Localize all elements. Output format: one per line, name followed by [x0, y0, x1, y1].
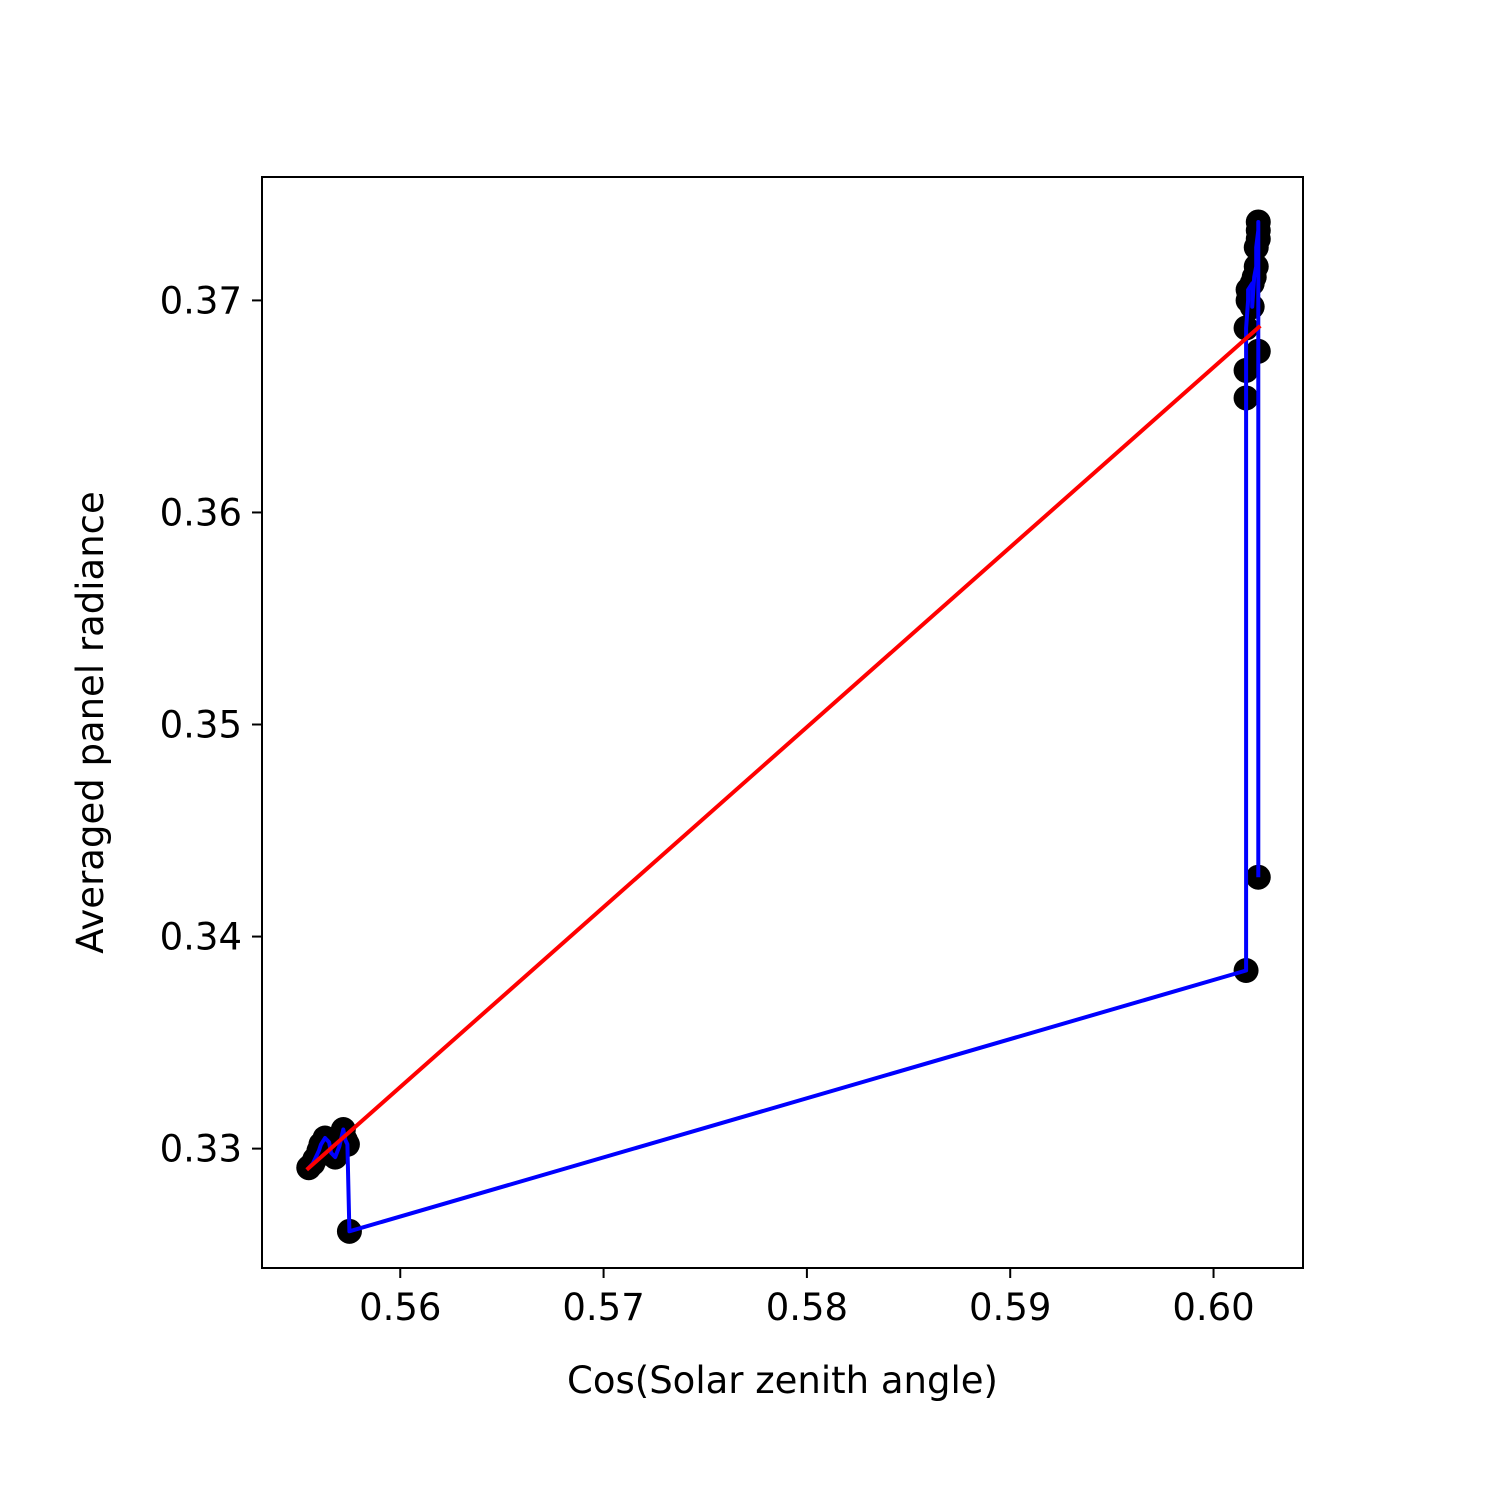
y-tick-label: 0.33	[160, 1128, 242, 1171]
x-tick-label: 0.59	[969, 1286, 1051, 1329]
x-axis-ticks: 0.56 0.57 0.58 0.59 0.60	[359, 1268, 1255, 1329]
y-axis-label: Averaged panel radiance	[69, 491, 112, 953]
y-tick-label: 0.34	[160, 916, 242, 959]
plot-area	[296, 209, 1271, 1244]
y-tick-label: 0.37	[160, 279, 242, 322]
x-tick-label: 0.57	[562, 1286, 644, 1329]
trace-line	[307, 220, 1261, 1234]
x-tick-label: 0.58	[766, 1286, 848, 1329]
x-tick-label: 0.56	[359, 1286, 441, 1329]
plot-frame	[261, 176, 1304, 1269]
y-axis-ticks: 0.33 0.34 0.35 0.36 0.37	[160, 279, 262, 1171]
x-tick-label: 0.60	[1172, 1286, 1254, 1329]
fit-line	[305, 324, 1262, 1172]
y-tick-label: 0.36	[160, 491, 242, 534]
y-tick-label: 0.35	[160, 704, 242, 747]
x-axis-label: Cos(Solar zenith angle)	[567, 1359, 998, 1402]
